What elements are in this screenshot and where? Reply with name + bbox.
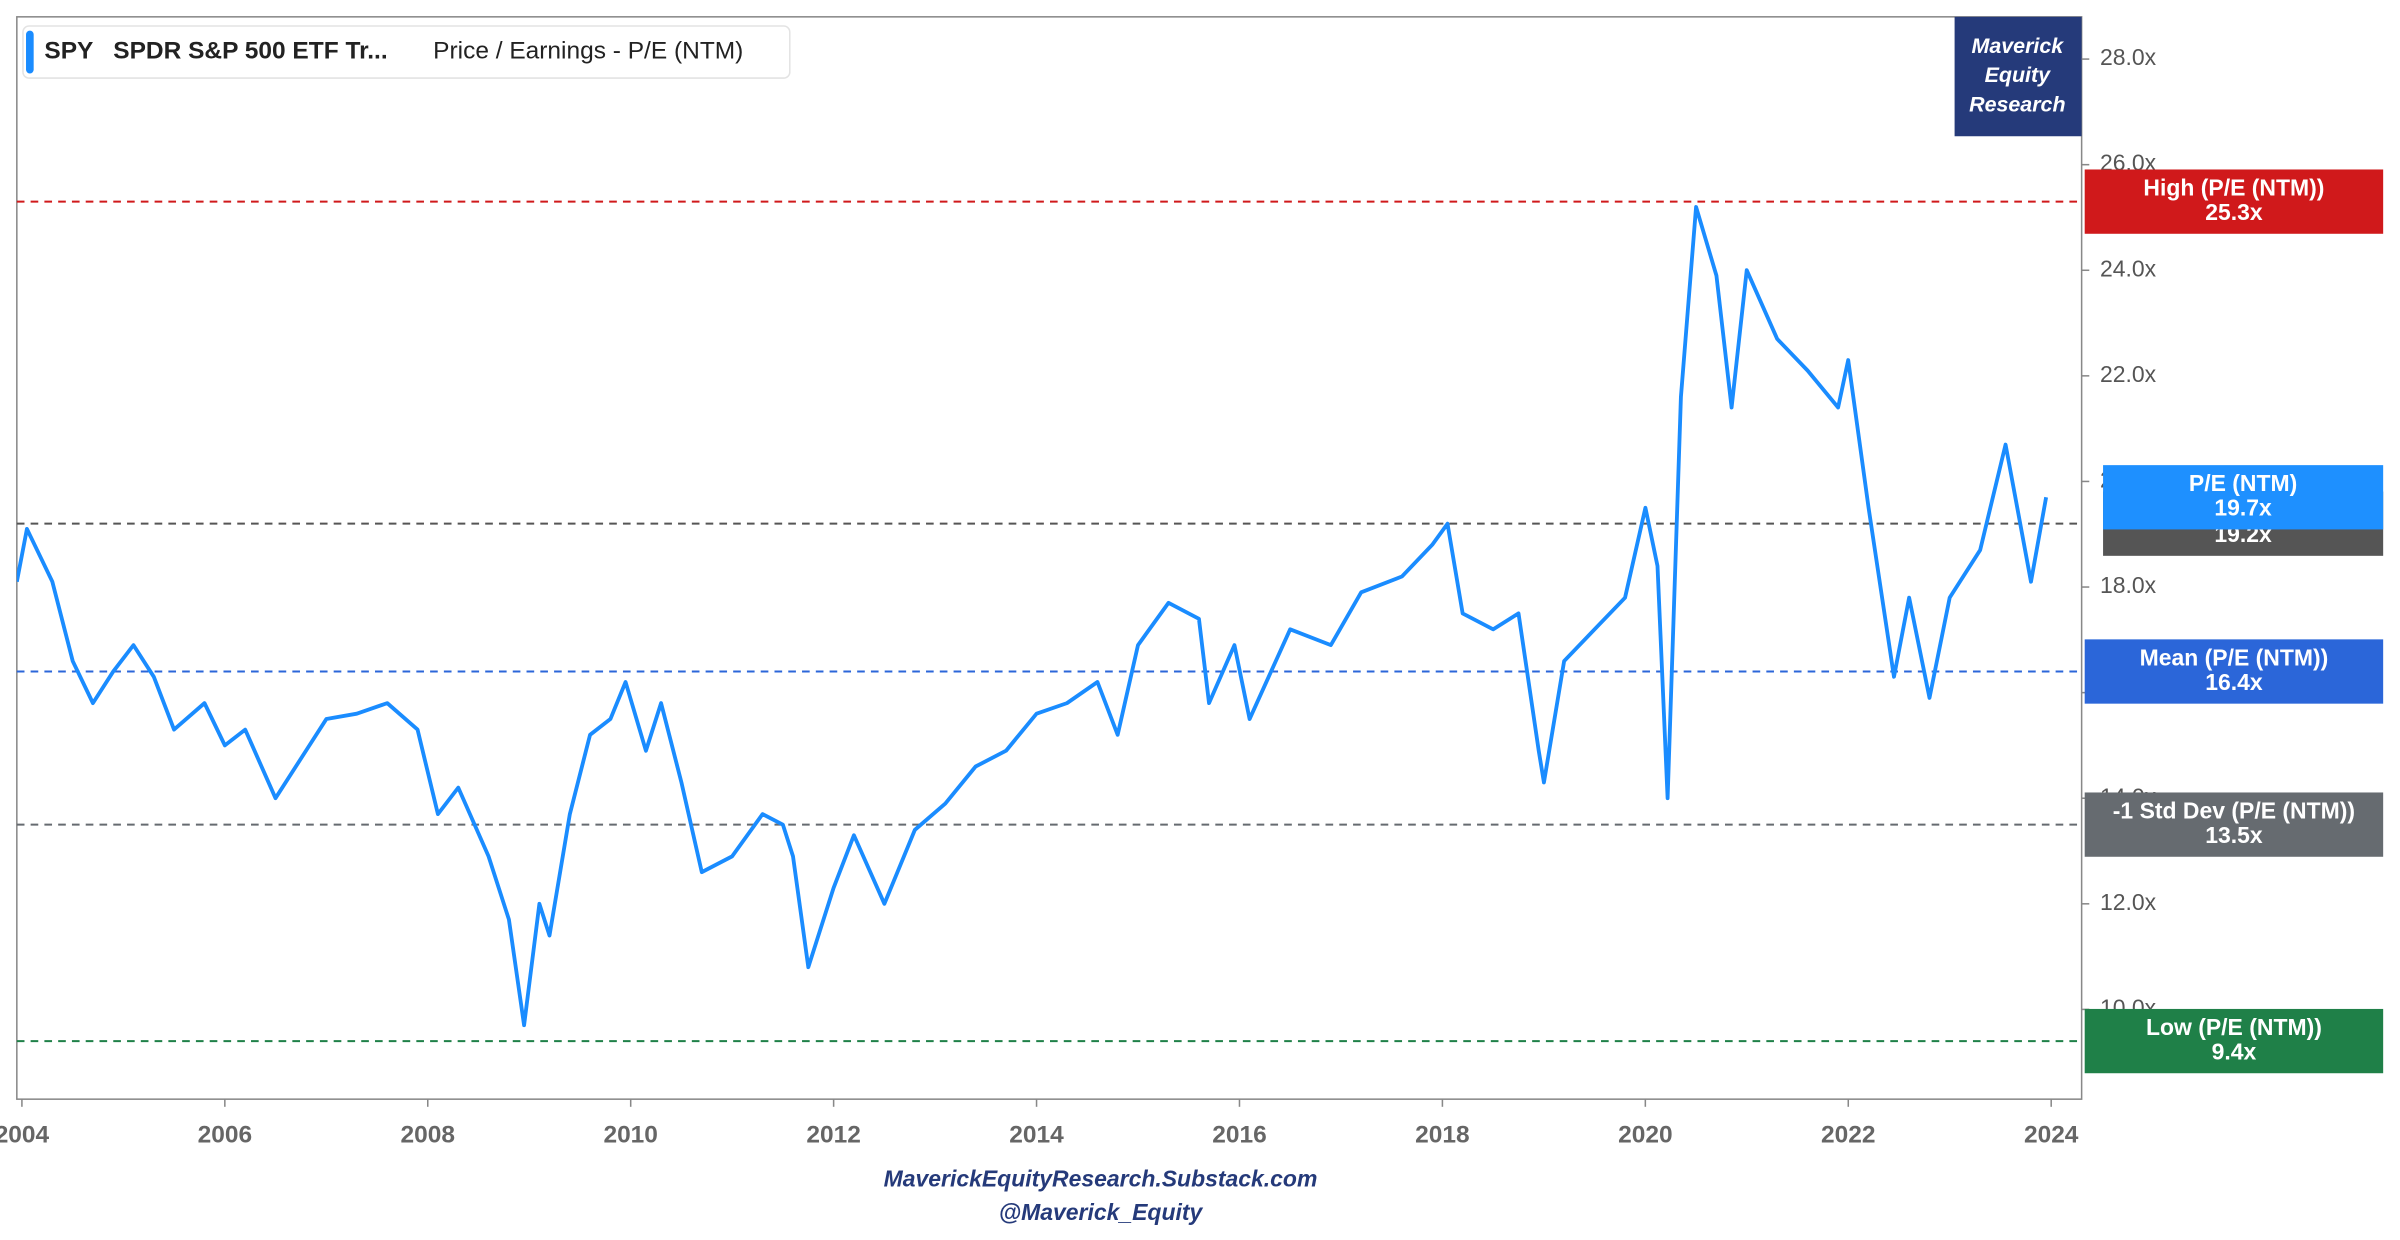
- x-tick-label: 2020: [1618, 1121, 1672, 1148]
- legend-name: SPDR S&P 500 ETF Tr...: [113, 38, 387, 65]
- last-value-box-name: P/E (NTM): [2189, 470, 2297, 496]
- reference-box: [2084, 639, 2384, 704]
- legend-swatch: [26, 30, 34, 74]
- reference-box-name: High (P/E (NTM)): [2143, 174, 2324, 200]
- reference-box: [2084, 1008, 2384, 1074]
- last-value-box-value: 19.7x: [2214, 495, 2272, 521]
- y-tick-label: 12.0x: [2100, 889, 2157, 915]
- watermark: Maverick: [1971, 34, 2064, 58]
- reference-box-value: 9.4x: [2212, 1038, 2257, 1064]
- legend-metric: Price / Earnings - P/E (NTM): [433, 38, 743, 65]
- reference-box-value: 16.4x: [2205, 669, 2263, 695]
- y-tick-label: 28.0x: [2100, 44, 2157, 70]
- legend: SPY SPDR S&P 500 ETF Tr... Price / Earni…: [22, 25, 791, 79]
- x-tick-label: 2024: [2024, 1121, 2079, 1148]
- x-tick-label: 2018: [1415, 1121, 1469, 1148]
- y-tick-label: 22.0x: [2100, 361, 2157, 387]
- x-tick-label: 2010: [603, 1121, 657, 1148]
- y-tick-label: 18.0x: [2100, 572, 2157, 598]
- x-tick-label: 2022: [1821, 1121, 1875, 1148]
- x-tick-label: 2012: [806, 1121, 860, 1148]
- last-value-box: [2103, 465, 2384, 530]
- reference-box: [2084, 169, 2384, 234]
- reference-box-name: Low (P/E (NTM)): [2146, 1014, 2322, 1040]
- x-tick-label: 2008: [401, 1121, 455, 1148]
- reference-box: [2084, 792, 2384, 857]
- footer: MaverickEquityResearch.Substack.com: [884, 1165, 1318, 1191]
- y-tick-label: 24.0x: [2100, 255, 2157, 281]
- x-tick-label: 2006: [198, 1121, 252, 1148]
- reference-box-value: 13.5x: [2205, 822, 2263, 848]
- legend-box: [22, 25, 791, 79]
- reference-box-name: Mean (P/E (NTM)): [2140, 644, 2329, 670]
- watermark-box: [1954, 16, 2082, 137]
- x-tick-label: 2014: [1009, 1121, 1064, 1148]
- plot-area: [16, 16, 2083, 1100]
- footer: @Maverick_Equity: [999, 1199, 1204, 1225]
- legend-ticker: SPY: [44, 38, 93, 65]
- x-tick-label: 2016: [1212, 1121, 1266, 1148]
- watermark: Equity: [1985, 63, 2052, 87]
- reference-box-value: 25.3x: [2205, 199, 2263, 225]
- watermark: Research: [1969, 92, 2065, 116]
- data-line: [16, 205, 2049, 1028]
- x-tick-label: 2004: [0, 1121, 50, 1148]
- reference-box-name: -1 Std Dev (P/E (NTM)): [2113, 797, 2355, 823]
